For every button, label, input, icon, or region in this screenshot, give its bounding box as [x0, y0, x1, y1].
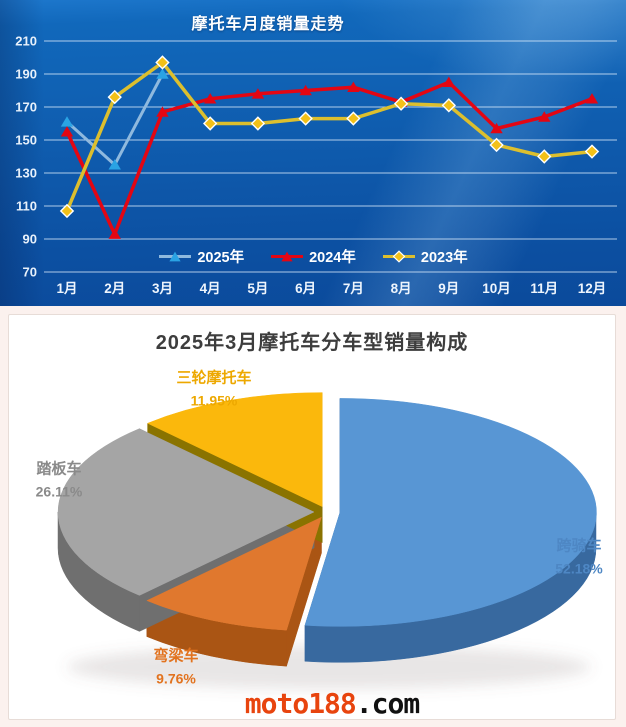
pie-label-percent: 52.18% — [555, 559, 603, 576]
svg-text:150: 150 — [15, 133, 37, 148]
svg-text:170: 170 — [15, 100, 37, 115]
site-logo-name: moto188 — [244, 687, 357, 720]
svg-text:5月: 5月 — [247, 281, 268, 296]
svg-text:7月: 7月 — [343, 281, 364, 296]
pie-chart-panel: 2025年3月摩托车分车型销量构成 三轮摩托车 11.95% 踏板车 26.11… — [8, 314, 616, 720]
pie-label-percent: 9.76% — [156, 669, 196, 686]
pie-label-taban: 踏板车 26.11% — [36, 458, 83, 502]
svg-text:110: 110 — [16, 199, 37, 214]
svg-text:190: 190 — [15, 67, 37, 82]
pie-chart-title: 2025年3月摩托车分车型销量构成 — [155, 332, 469, 354]
pie-label-sanlun: 三轮摩托车 11.95% — [176, 367, 251, 411]
diamond-marker-icon — [382, 250, 415, 263]
svg-text:6月: 6月 — [295, 281, 316, 296]
line-chart-title: 摩托车月度销量走势 — [191, 16, 345, 33]
line-chart-canvas: 210 190 170 150 130 110 90 70 1月 2月 3月 4月 5月 6月 7月 8月 9月… — [15, 34, 617, 296]
svg-text:130: 130 — [15, 166, 37, 181]
svg-text:9月: 9月 — [438, 281, 459, 296]
pie-label-percent: 11.95% — [190, 391, 238, 408]
legend-label: 2025年 — [197, 250, 245, 266]
line-chart-legend: 2025年 2024年 2023年 — [0, 246, 626, 267]
svg-text:12月: 12月 — [578, 281, 607, 296]
site-logo: moto188.com — [244, 687, 420, 720]
pie-label-name: 三轮摩托车 — [176, 369, 252, 387]
svg-text:1月: 1月 — [56, 281, 77, 296]
legend-item-2023年: 2023年 — [382, 246, 468, 267]
svg-text:11月: 11月 — [530, 281, 558, 296]
svg-text:2月: 2月 — [104, 281, 125, 296]
svg-text:10月: 10月 — [482, 281, 511, 296]
site-logo-tld: .com — [355, 687, 420, 720]
pie-label-percent: 26.11% — [35, 482, 83, 499]
triangle-marker-icon — [271, 251, 304, 262]
svg-text:70: 70 — [23, 265, 37, 280]
line-chart-section: 摩托车月度销量走势 210 190 170 150 130 110 90 70 1月 2月 3月 4月… — [0, 0, 626, 306]
pie-label-name: 踏板车 — [36, 460, 82, 478]
legend-label: 2024年 — [309, 250, 356, 266]
svg-text:90: 90 — [23, 232, 37, 247]
legend-item-2025年: 2025年 — [158, 246, 244, 267]
pie-label-name: 弯梁车 — [153, 647, 199, 665]
pie-label-name: 跨骑车 — [556, 537, 602, 555]
svg-text:3月: 3月 — [152, 281, 173, 296]
legend-item-2024年: 2024年 — [270, 246, 356, 267]
svg-text:4月: 4月 — [200, 281, 221, 296]
svg-text:210: 210 — [15, 34, 37, 49]
pie-label-wanliang: 弯梁车 9.76% — [153, 645, 198, 689]
pie-chart-canvas — [57, 392, 597, 689]
legend-label: 2023年 — [420, 250, 468, 266]
triangle-marker-icon — [159, 251, 192, 262]
pie-label-kuaqi: 跨骑车 52.18% — [555, 535, 602, 579]
svg-text:8月: 8月 — [391, 281, 412, 296]
